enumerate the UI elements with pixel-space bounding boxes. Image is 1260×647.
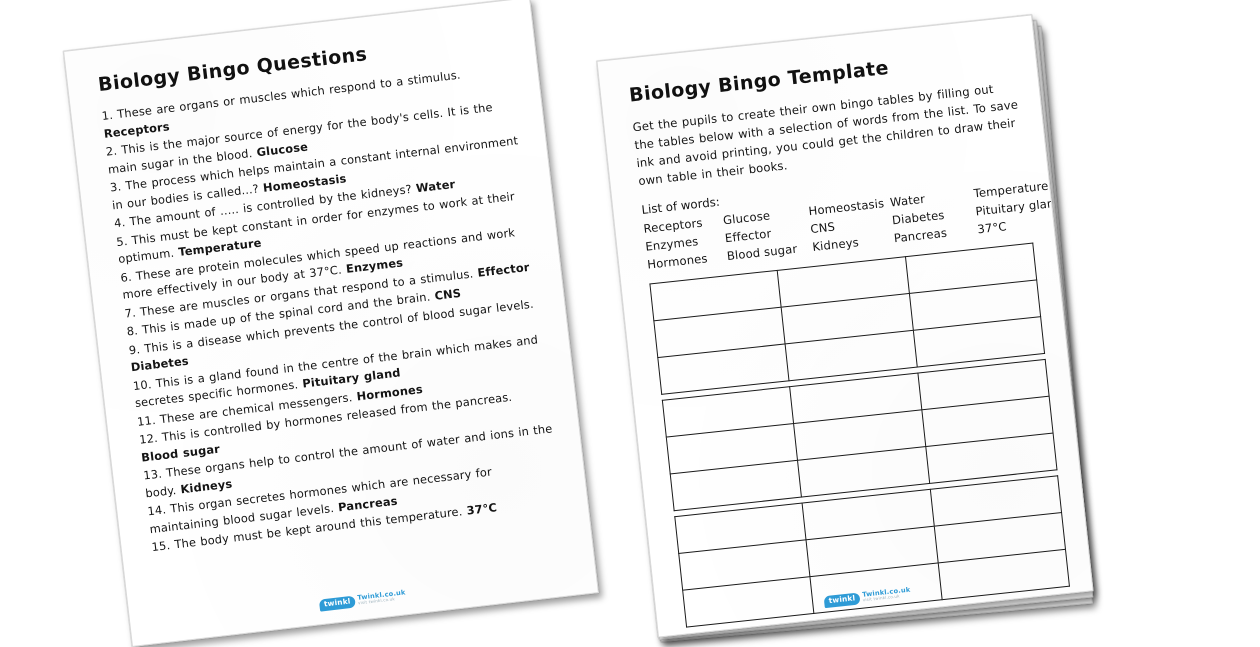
question-number: 11. <box>136 412 157 429</box>
questions-list: 1. These are organs or muscles which res… <box>101 61 562 557</box>
question-answer: 37°C <box>465 500 498 518</box>
question-number: 4. <box>113 215 127 231</box>
question-answer: Glucose <box>255 139 309 159</box>
question-number: 14. <box>146 502 167 519</box>
screenshot-canvas: Biology Bingo Questions 1. These are org… <box>63 0 1094 647</box>
question-number: 6. <box>119 269 133 285</box>
twinkl-logo-text: Twinkl.co.uk visit twinkl.co.uk <box>357 588 407 607</box>
question-number: 12. <box>138 430 159 447</box>
question-number: 3. <box>109 179 122 195</box>
question-number: 13. <box>142 466 163 483</box>
question-answer: Enzymes <box>345 255 404 276</box>
question-answer: Kidneys <box>179 475 233 496</box>
document-biology-bingo-template[interactable]: Biology Bingo Template Get the pupils to… <box>596 14 1094 638</box>
question-number: 2. <box>105 143 118 159</box>
twinkl-logo: twinkl Twinkl.co.uk visit twinkl.co.uk <box>318 588 407 612</box>
question-number: 10. <box>132 376 153 393</box>
twinkl-logo-mark: twinkl <box>318 595 356 612</box>
question-number: 15. <box>150 538 171 555</box>
question-answer: CNS <box>433 285 462 303</box>
question-answer: Effector <box>476 259 531 280</box>
question-number: 1. <box>100 107 114 123</box>
document-biology-bingo-questions[interactable]: Biology Bingo Questions 1. These are org… <box>63 0 599 647</box>
question-number: 8. <box>125 323 139 339</box>
question-number: 9. <box>128 341 141 357</box>
question-number: 5. <box>115 233 129 249</box>
question-number: 7. <box>123 304 137 321</box>
question-answer: Water <box>415 176 456 196</box>
bingo-tables-stack <box>649 243 1070 628</box>
